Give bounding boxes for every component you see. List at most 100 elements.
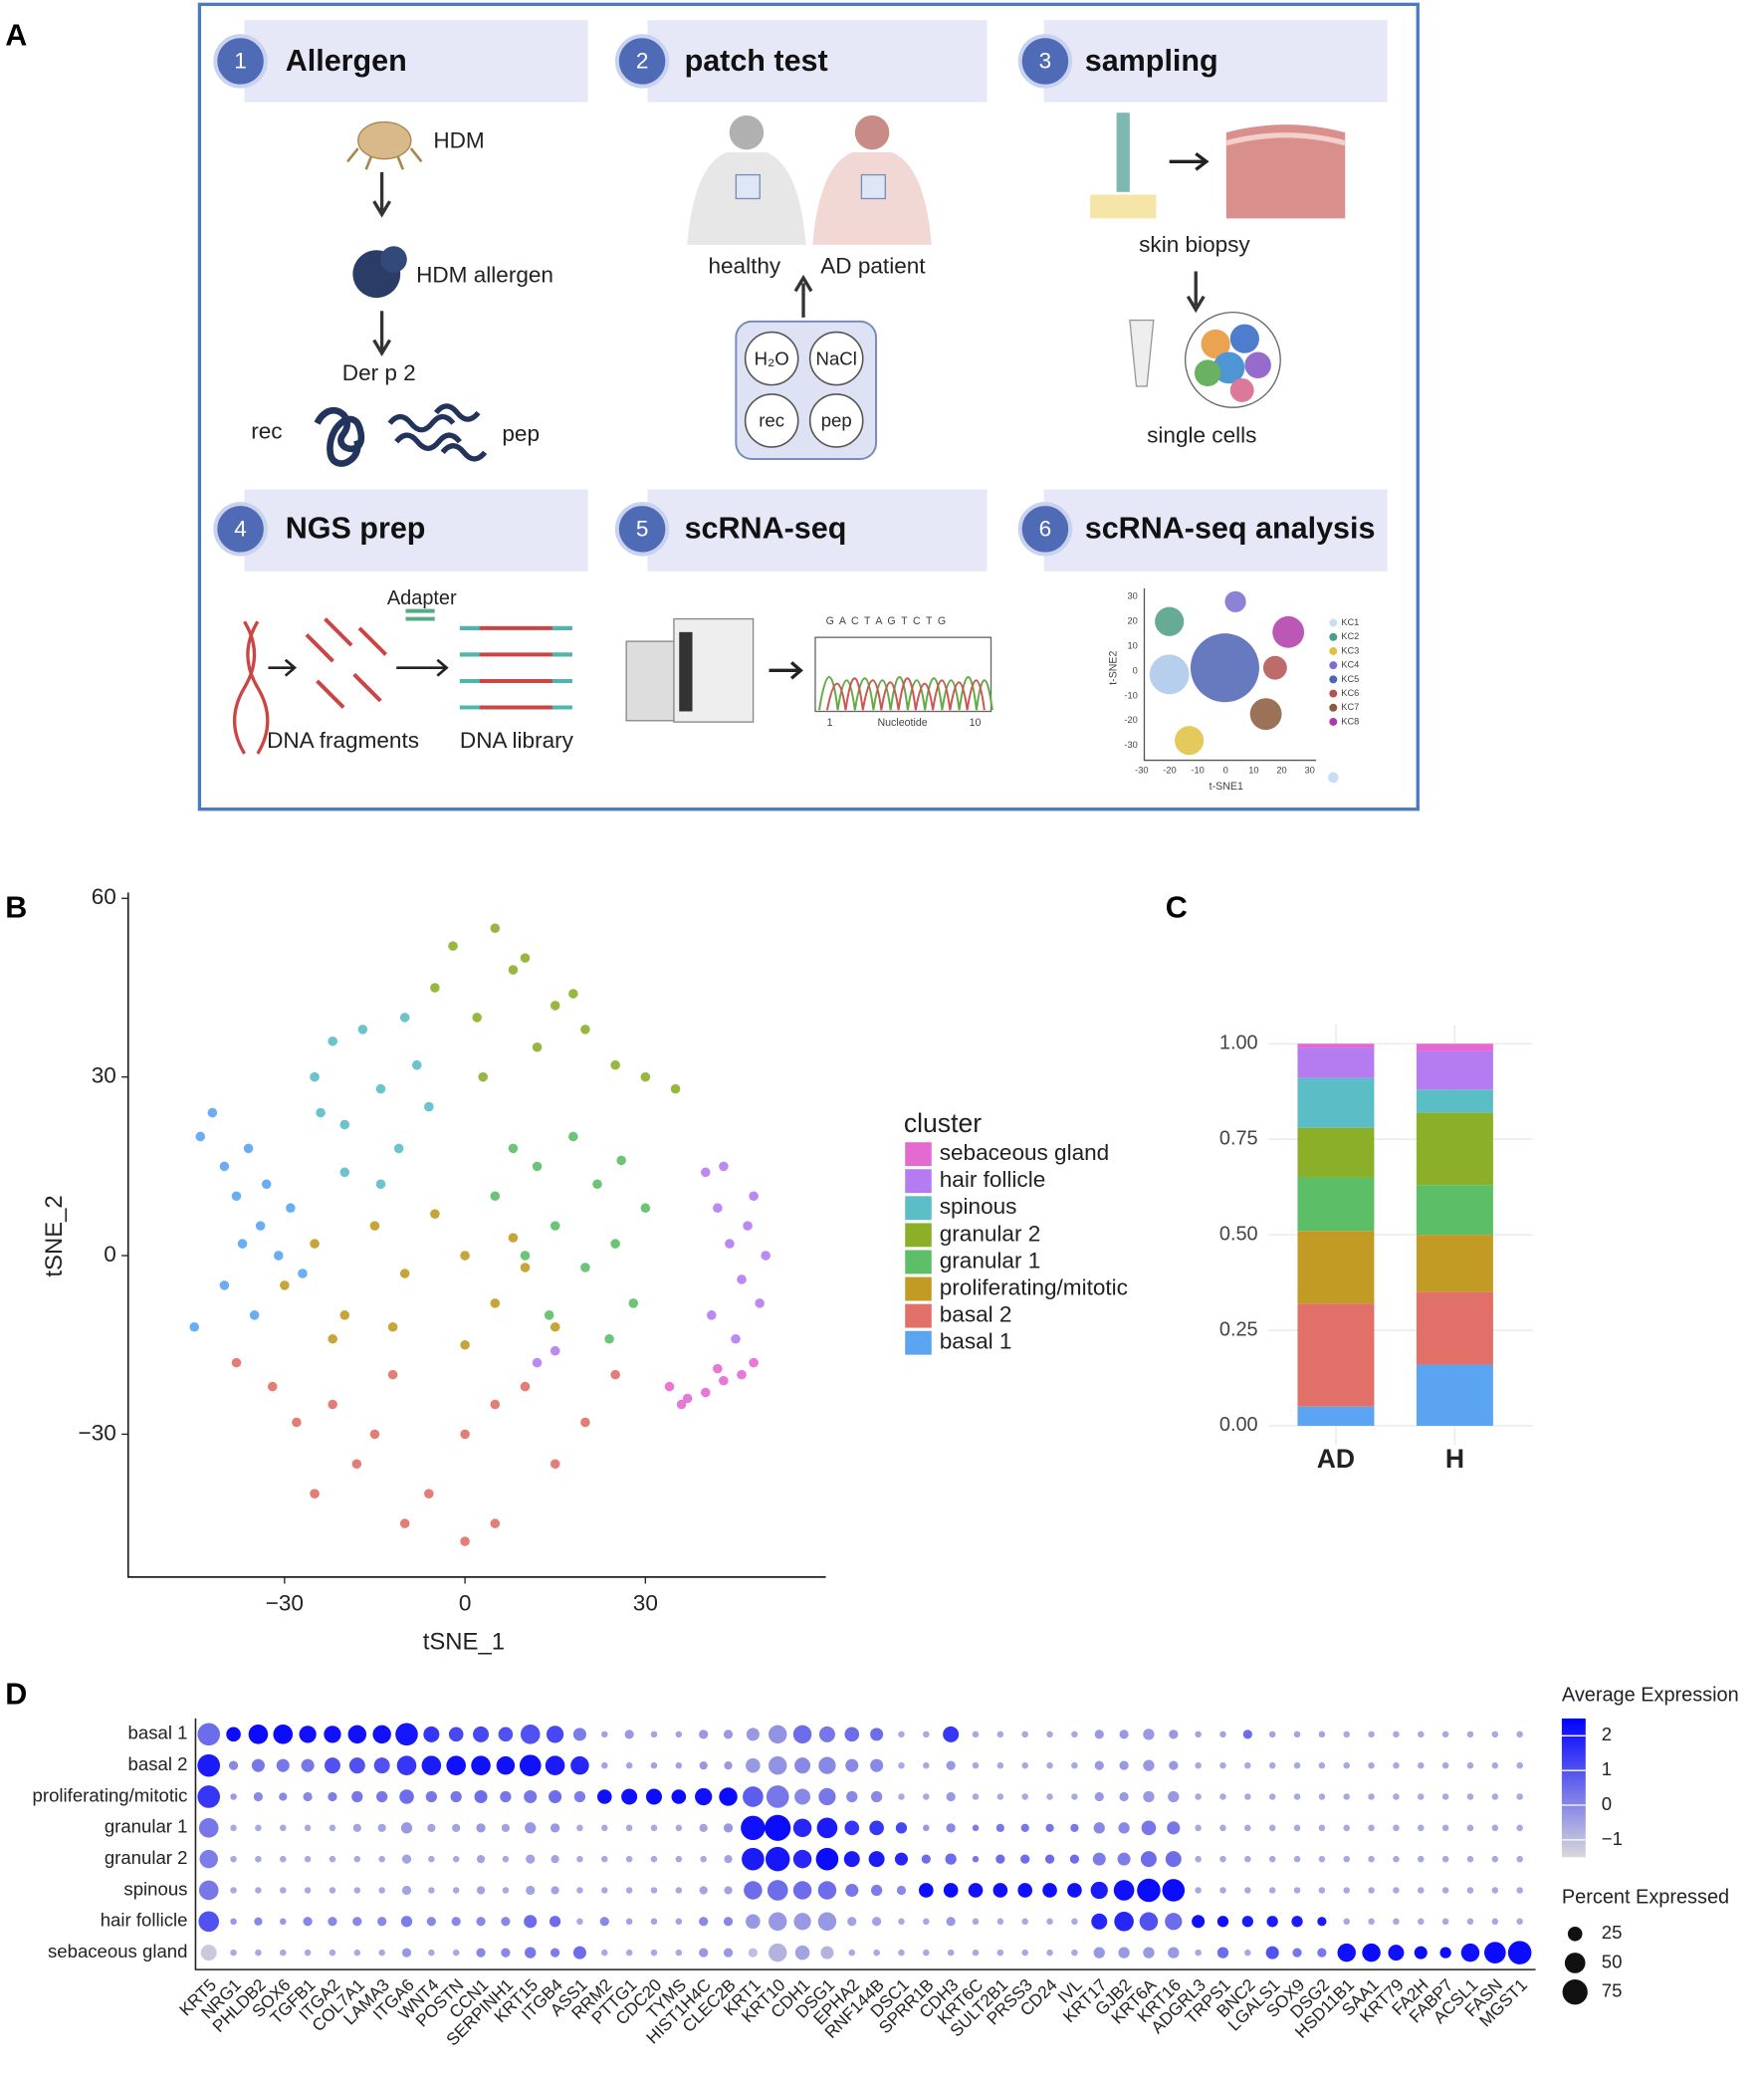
dot — [746, 1914, 761, 1930]
dot — [724, 1855, 733, 1864]
dot — [972, 1949, 980, 1957]
dot — [868, 1851, 885, 1868]
dot — [923, 1949, 930, 1957]
dot — [1293, 1855, 1301, 1863]
mini-tick-label: 0 — [1223, 766, 1228, 776]
dot — [601, 1761, 608, 1769]
dna — [233, 620, 270, 755]
point — [755, 1298, 765, 1308]
point — [676, 1399, 687, 1410]
dot — [895, 1822, 908, 1834]
dot — [1441, 1855, 1449, 1863]
dot — [946, 1823, 956, 1833]
dot — [230, 1949, 237, 1957]
dot — [1118, 1822, 1130, 1834]
point — [580, 1263, 590, 1272]
dot — [1046, 1793, 1053, 1800]
point — [387, 1369, 398, 1380]
colorbar-label: 1 — [1602, 1758, 1612, 1779]
dot — [1071, 1731, 1078, 1738]
point — [737, 1274, 747, 1284]
dot — [947, 1949, 955, 1957]
dot — [328, 1917, 337, 1927]
dot — [301, 1758, 315, 1772]
well-label: H₂O — [755, 347, 789, 368]
dot — [1192, 1915, 1206, 1929]
row-label: spinous — [123, 1878, 187, 1899]
point — [520, 1251, 531, 1261]
dot — [452, 1855, 460, 1863]
point — [508, 965, 519, 975]
point — [339, 1119, 350, 1130]
point — [460, 1536, 470, 1546]
dot — [723, 1730, 734, 1739]
dot — [972, 1793, 980, 1800]
dot — [1219, 1793, 1226, 1800]
point — [532, 1161, 543, 1172]
dot — [255, 1887, 262, 1894]
dot — [818, 1726, 835, 1742]
dot — [746, 1757, 761, 1773]
dot — [1244, 1949, 1251, 1957]
dot — [347, 1725, 367, 1744]
point — [316, 1107, 326, 1118]
dot — [1092, 1852, 1106, 1866]
dot — [601, 1949, 608, 1957]
mini-legend-swatch — [1329, 703, 1338, 712]
dot — [923, 1824, 930, 1832]
legend-label: sebaceous gland — [940, 1140, 1109, 1165]
mini-legend-swatch — [1329, 675, 1338, 684]
legend-title: cluster — [904, 1108, 982, 1138]
point — [274, 1251, 284, 1261]
dot — [793, 1913, 811, 1931]
point — [231, 1357, 242, 1368]
mite-legs — [346, 147, 423, 170]
point — [640, 1071, 651, 1082]
point — [670, 1083, 681, 1094]
bar-segment — [1416, 1364, 1493, 1426]
point — [261, 1179, 272, 1190]
mini-legend-label: KC1 — [1341, 617, 1359, 627]
dot — [1216, 1947, 1229, 1959]
dot — [1393, 1761, 1400, 1769]
dot — [451, 1917, 461, 1927]
arrow — [268, 658, 298, 677]
dot — [1417, 1855, 1425, 1863]
point — [725, 1239, 735, 1249]
dot — [601, 1855, 608, 1863]
dot — [251, 1758, 265, 1772]
library — [459, 625, 572, 710]
label: HDM allergen — [416, 263, 553, 288]
bar-segment — [1297, 1177, 1375, 1232]
dot — [1090, 1881, 1108, 1900]
point — [399, 1269, 410, 1278]
label: Der p 2 — [342, 360, 416, 385]
point — [749, 1357, 759, 1368]
point — [478, 1071, 488, 1082]
dot — [230, 1793, 237, 1800]
mini-legend-label: KC7 — [1341, 702, 1359, 712]
dot — [1067, 1883, 1082, 1898]
legend-swatch — [905, 1142, 932, 1167]
dot — [1466, 1761, 1474, 1769]
step-header — [647, 489, 988, 572]
dot — [699, 1948, 709, 1958]
dot — [1417, 1887, 1425, 1894]
dot — [1020, 1854, 1030, 1864]
dot — [848, 1949, 856, 1957]
dot — [324, 1726, 341, 1743]
point — [255, 1221, 266, 1231]
dot — [1021, 1918, 1028, 1926]
dot — [968, 1883, 984, 1898]
dot — [198, 1911, 220, 1933]
panel-label: C — [1166, 891, 1188, 925]
label: HDM — [433, 127, 484, 152]
point — [369, 1221, 380, 1231]
dot — [820, 1946, 834, 1960]
point — [490, 1191, 501, 1202]
dot — [230, 1855, 237, 1863]
arrow — [793, 274, 813, 318]
dot — [675, 1949, 683, 1957]
peptides — [387, 403, 488, 462]
dot — [1268, 1887, 1276, 1894]
